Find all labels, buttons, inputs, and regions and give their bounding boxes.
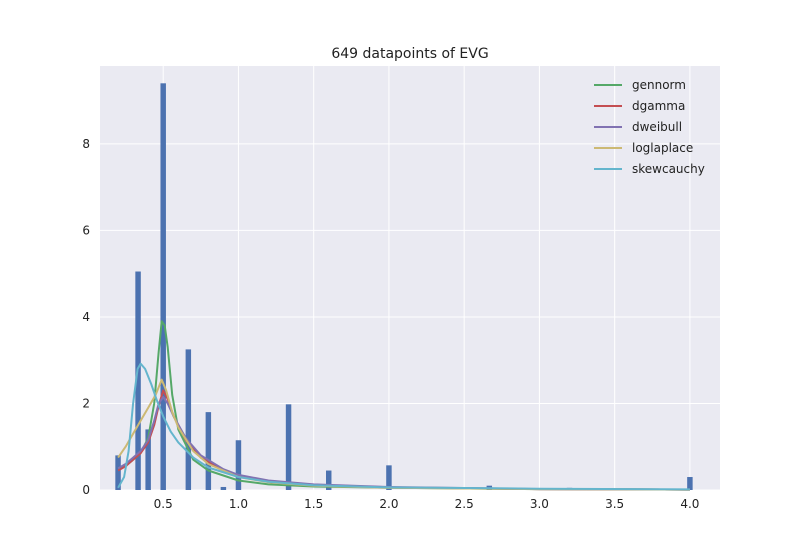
histogram-bar-10 [386,465,392,490]
y-axis-ticks: 0 2 4 6 8 [82,137,90,497]
x-tick-label-1: 1.0 [229,497,248,511]
x-tick-label-4: 2.5 [455,497,474,511]
x-tick-label-0: 0.5 [154,497,173,511]
histogram-bar-3 [160,83,166,490]
legend: gennorm dgamma dweibull loglaplace skewcauch… [594,78,705,176]
y-tick-label-3: 6 [82,223,90,237]
histogram-bar-4 [185,349,192,490]
y-tick-label-1: 2 [82,396,90,410]
y-tick-label-4: 8 [82,137,90,151]
x-tick-label-2: 1.5 [304,497,323,511]
histogram-bar-7 [235,440,242,490]
x-tick-label-6: 3.5 [605,497,624,511]
legend-label-loglaplace: loglaplace [632,141,693,155]
chart-title: 649 datapoints of EVG [331,46,488,62]
legend-label-skewcauchy: skewcauchy [632,162,705,176]
grid-lines [100,66,720,491]
histogram-bar-8 [285,404,292,490]
x-tick-label-7: 4.0 [680,497,699,511]
plot-area [100,66,720,490]
histogram-bar-2 [145,429,151,490]
legend-label-gennorm: gennorm [632,78,686,92]
histogram-bar-0 [115,455,121,490]
histogram-bar-5 [205,412,212,490]
x-tick-label-3: 2.0 [379,497,398,511]
histogram-bar-9 [326,470,332,490]
histogram-bar-6 [220,486,227,490]
histogram-bar-1 [135,271,141,490]
fit-curves [117,320,690,491]
x-axis-ticks: 0.5 1.0 1.5 2.0 2.5 3.0 3.5 4.0 [154,497,700,511]
histogram-bars [115,83,693,490]
x-tick-label-5: 3.0 [530,497,549,511]
legend-label-dgamma: dgamma [632,99,685,113]
histogram-bar-13 [687,477,693,490]
legend-label-dweibull: dweibull [632,120,682,134]
fit-curve-skewcauchy [117,362,690,491]
y-tick-label-0: 0 [82,483,90,497]
y-tick-label-2: 4 [82,310,90,324]
